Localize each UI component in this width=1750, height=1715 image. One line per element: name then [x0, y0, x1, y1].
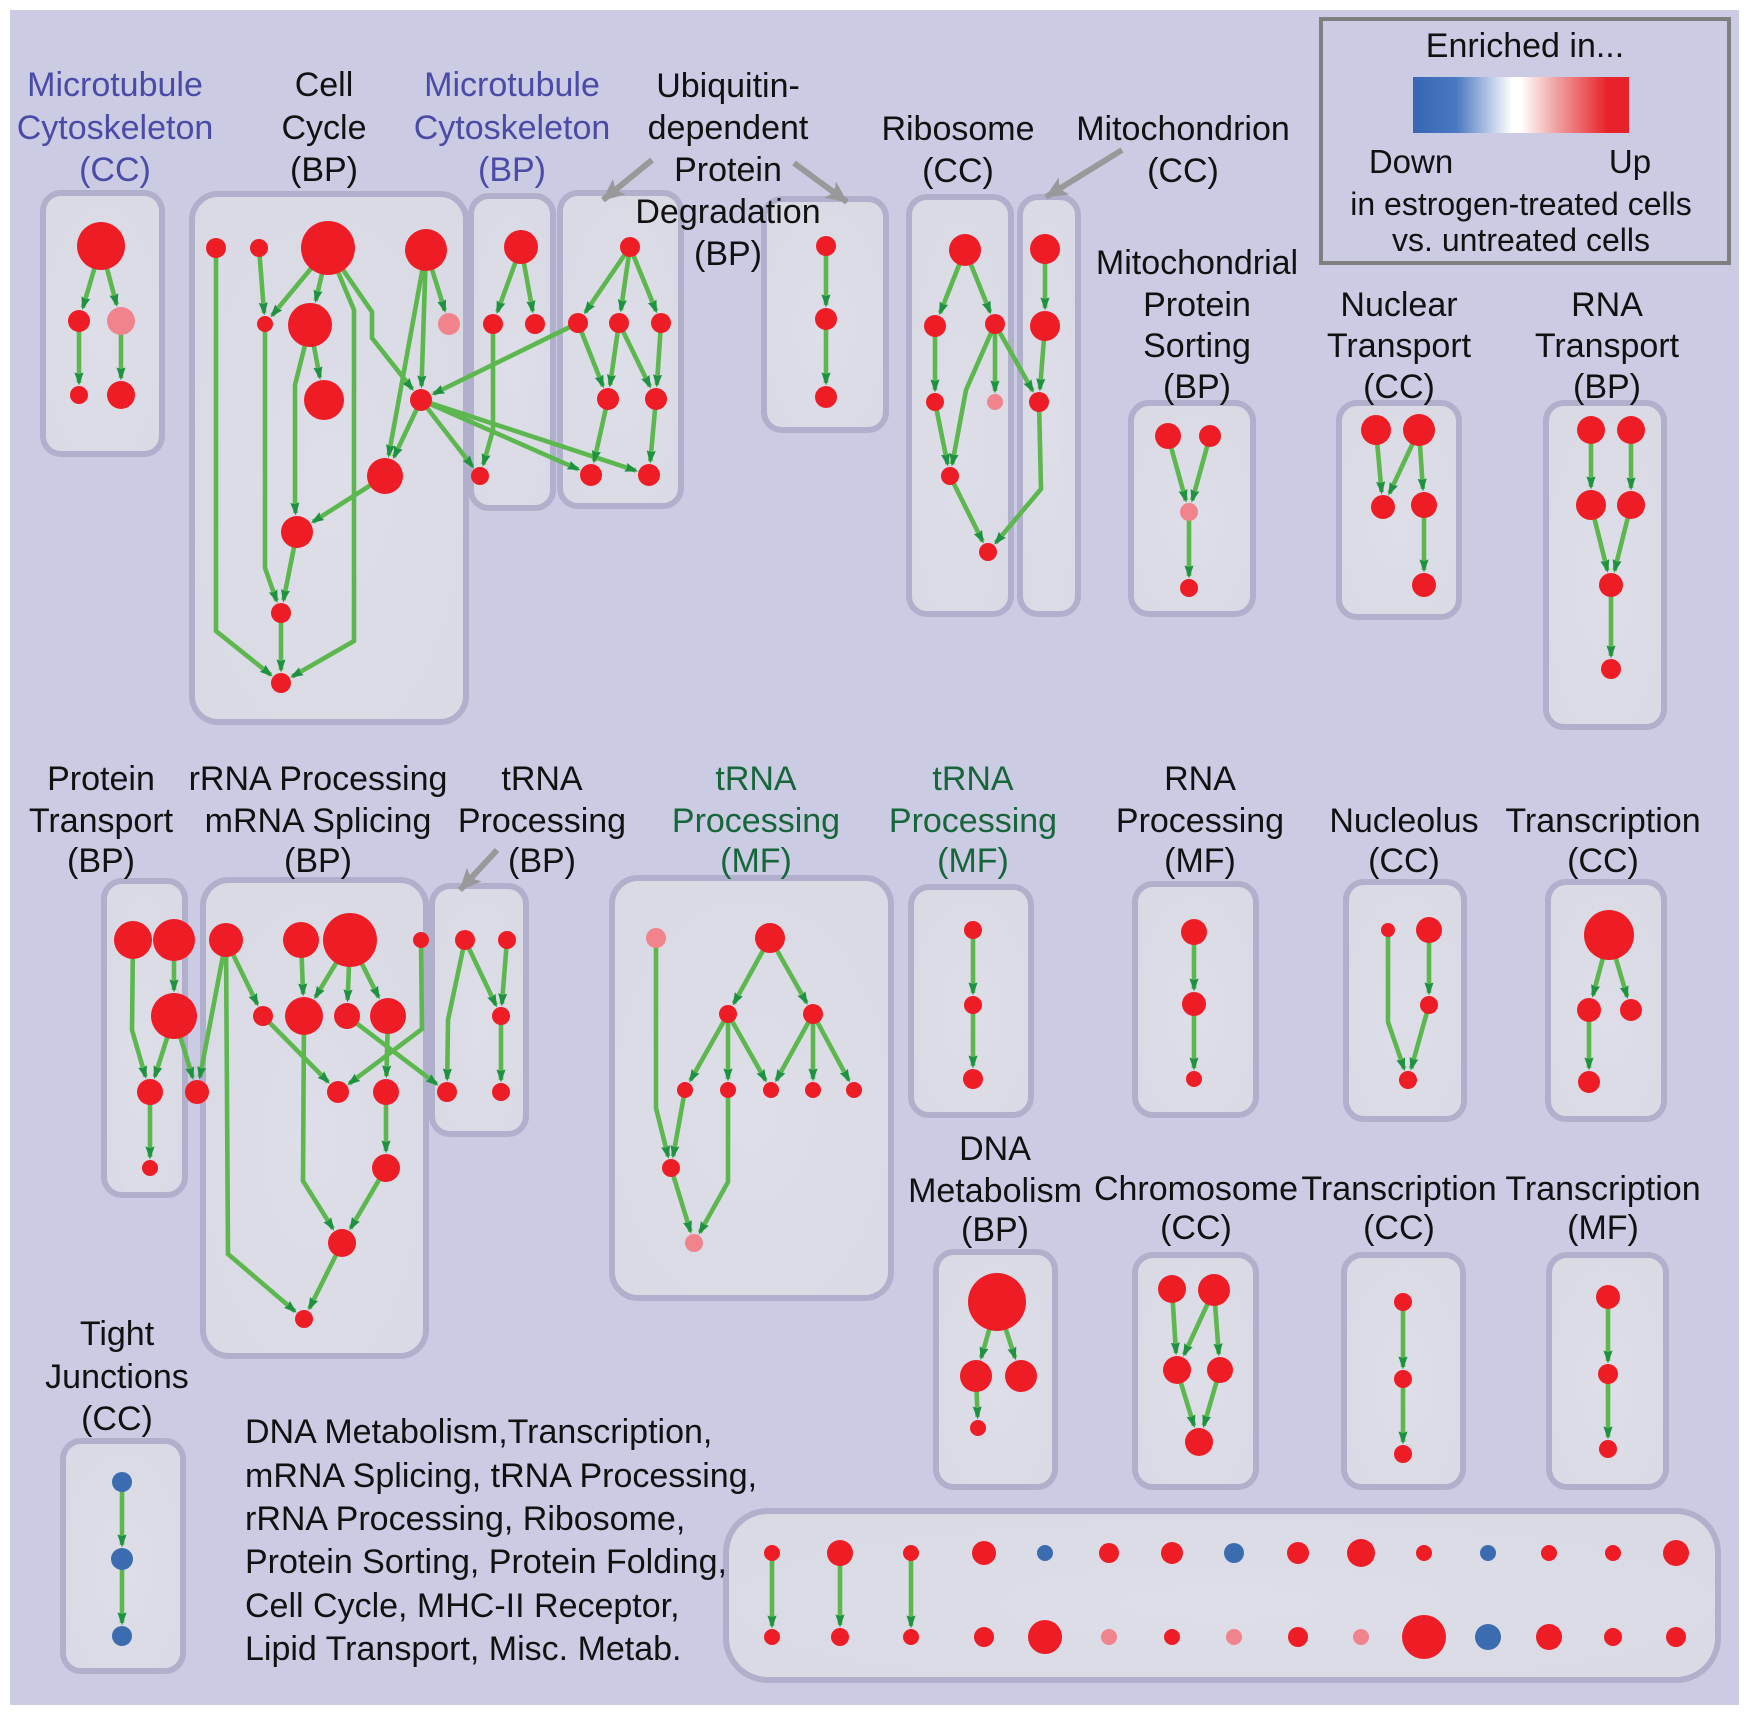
svg-text:dependent: dependent — [648, 109, 809, 147]
svg-text:Cycle: Cycle — [281, 109, 366, 147]
svg-text:(CC): (CC) — [79, 151, 151, 189]
svg-text:Sorting: Sorting — [1143, 327, 1251, 365]
svg-text:mRNA Splicing, tRNA Processing: mRNA Splicing, tRNA Processing, — [245, 1457, 757, 1495]
svg-text:rRNA Processing: rRNA Processing — [189, 760, 448, 798]
svg-text:(MF): (MF) — [1567, 1209, 1639, 1247]
svg-text:RNA: RNA — [1164, 760, 1236, 798]
svg-text:Ribosome: Ribosome — [881, 110, 1034, 148]
svg-text:mRNA Splicing: mRNA Splicing — [205, 802, 432, 840]
svg-text:(BP): (BP) — [1163, 368, 1231, 406]
svg-text:vs. untreated cells: vs. untreated cells — [1392, 222, 1650, 258]
svg-text:DNA: DNA — [959, 1130, 1031, 1168]
svg-text:(BP): (BP) — [1573, 368, 1641, 406]
svg-text:(CC): (CC) — [1368, 842, 1440, 880]
svg-text:(BP): (BP) — [694, 235, 762, 273]
svg-text:Transcription: Transcription — [1505, 802, 1700, 840]
svg-text:Cell: Cell — [295, 66, 354, 104]
svg-text:RNA: RNA — [1571, 286, 1643, 324]
svg-text:tRNA: tRNA — [932, 760, 1014, 798]
svg-text:DNA Metabolism,Transcription,: DNA Metabolism,Transcription, — [245, 1413, 712, 1451]
svg-text:Lipid Transport, Misc. Metab.: Lipid Transport, Misc. Metab. — [245, 1630, 682, 1668]
svg-text:Mitochondrion: Mitochondrion — [1076, 110, 1290, 148]
svg-text:Ubiquitin-: Ubiquitin- — [656, 67, 800, 105]
svg-text:Protein Sorting, Protein Foldi: Protein Sorting, Protein Folding, — [245, 1543, 727, 1581]
svg-text:Chromosome: Chromosome — [1094, 1170, 1298, 1208]
svg-text:(BP): (BP) — [67, 842, 135, 880]
svg-text:Protein: Protein — [1143, 286, 1251, 324]
svg-text:(BP): (BP) — [290, 151, 358, 189]
svg-text:Protein: Protein — [47, 760, 155, 798]
svg-text:Down: Down — [1369, 143, 1453, 180]
svg-text:Transport: Transport — [1327, 327, 1472, 365]
svg-text:rRNA Processing, Ribosome,: rRNA Processing, Ribosome, — [245, 1500, 685, 1538]
svg-text:(BP): (BP) — [961, 1211, 1029, 1249]
svg-text:(CC): (CC) — [1363, 368, 1435, 406]
svg-text:Cytoskeleton: Cytoskeleton — [17, 109, 214, 147]
svg-text:tRNA: tRNA — [501, 760, 583, 798]
svg-text:(BP): (BP) — [478, 151, 546, 189]
svg-text:Processing: Processing — [1116, 802, 1284, 840]
svg-text:(CC): (CC) — [1567, 842, 1639, 880]
svg-text:Up: Up — [1609, 143, 1651, 180]
svg-text:(MF): (MF) — [937, 842, 1009, 880]
svg-text:Processing: Processing — [889, 802, 1057, 840]
svg-text:Nuclear: Nuclear — [1340, 286, 1457, 324]
svg-text:Nucleolus: Nucleolus — [1329, 802, 1478, 840]
svg-text:(BP): (BP) — [284, 842, 352, 880]
svg-text:Microtubule: Microtubule — [27, 66, 203, 104]
svg-text:(CC): (CC) — [81, 1400, 153, 1438]
svg-text:tRNA: tRNA — [715, 760, 797, 798]
svg-text:Degradation: Degradation — [635, 193, 820, 231]
svg-text:Enriched in...: Enriched in... — [1426, 27, 1624, 65]
svg-text:Cell Cycle, MHC-II Receptor,: Cell Cycle, MHC-II Receptor, — [245, 1587, 680, 1625]
svg-text:Processing: Processing — [458, 802, 626, 840]
svg-text:(MF): (MF) — [720, 842, 792, 880]
svg-text:in estrogen-treated cells: in estrogen-treated cells — [1350, 186, 1692, 222]
svg-text:Processing: Processing — [672, 802, 840, 840]
svg-text:Transcription: Transcription — [1505, 1170, 1700, 1208]
svg-text:Junctions: Junctions — [45, 1358, 189, 1396]
svg-text:Transcription: Transcription — [1301, 1170, 1496, 1208]
svg-text:(BP): (BP) — [508, 842, 576, 880]
svg-text:(CC): (CC) — [1147, 152, 1219, 190]
svg-text:Transport: Transport — [1535, 327, 1680, 365]
svg-text:(CC): (CC) — [1160, 1209, 1232, 1247]
svg-text:(CC): (CC) — [1363, 1209, 1435, 1247]
svg-text:Mitochondrial: Mitochondrial — [1096, 244, 1298, 282]
svg-text:Tight: Tight — [80, 1315, 155, 1353]
svg-text:Transport: Transport — [29, 802, 174, 840]
svg-text:Microtubule: Microtubule — [424, 66, 600, 104]
svg-text:Metabolism: Metabolism — [908, 1172, 1082, 1210]
svg-text:Protein: Protein — [674, 151, 782, 189]
svg-text:Cytoskeleton: Cytoskeleton — [414, 109, 611, 147]
svg-text:(CC): (CC) — [922, 152, 994, 190]
svg-text:(MF): (MF) — [1164, 842, 1236, 880]
